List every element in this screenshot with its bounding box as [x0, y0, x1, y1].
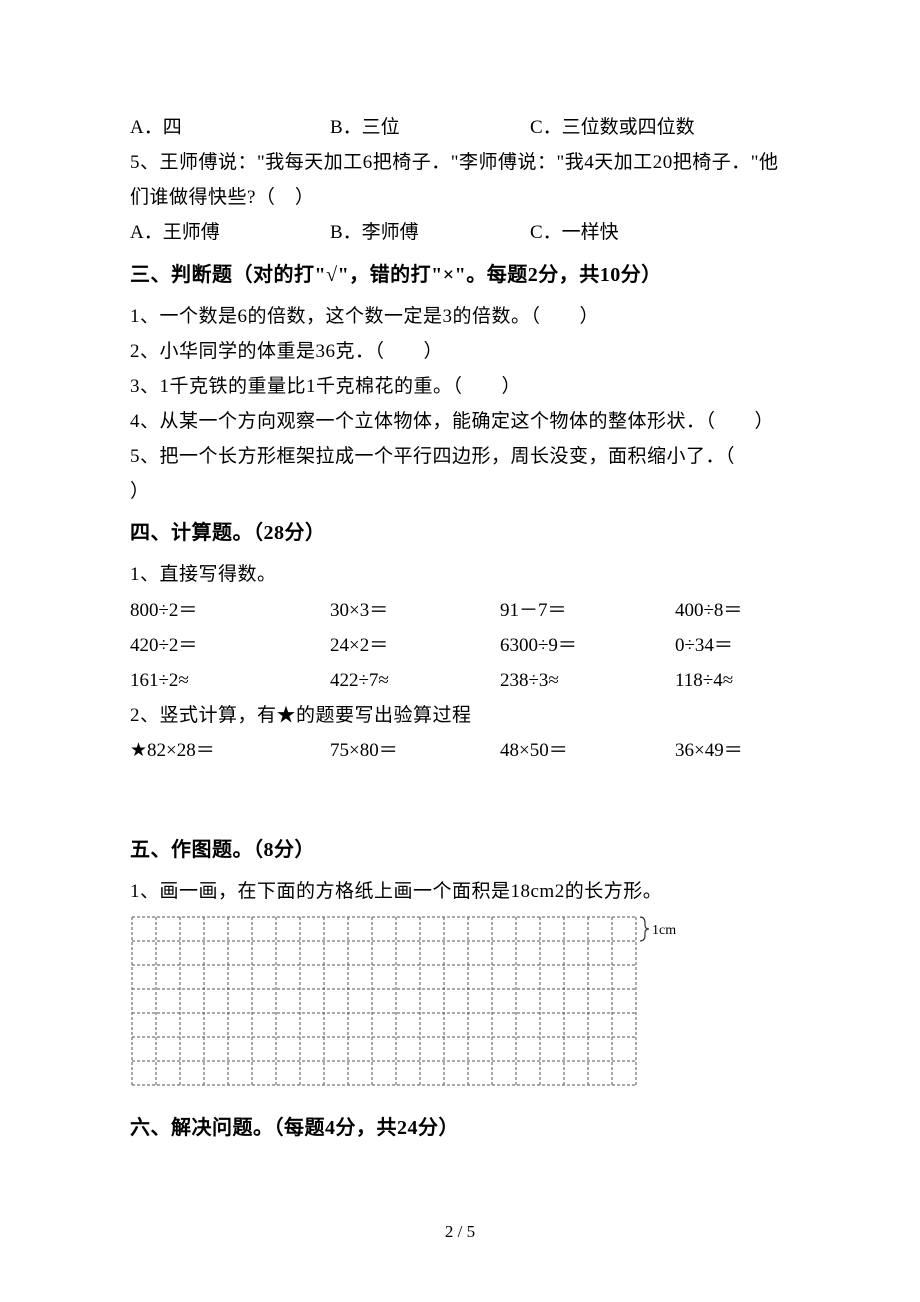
calc-cell: 400÷8＝ [675, 593, 790, 628]
svg-text:1cm: 1cm [652, 923, 676, 938]
calc-row-2: 420÷2＝ 24×2＝ 6300÷9＝ 0÷34＝ [130, 628, 790, 663]
s3-q1: 1、一个数是6的倍数，这个数一定是3的倍数。（ ） [130, 299, 790, 334]
section4-heading: 四、计算题。（28分） [130, 509, 790, 557]
calc-cell: 91－7＝ [500, 593, 675, 628]
option-b: B．三位 [330, 110, 530, 145]
option-c: C．一样快 [530, 215, 790, 250]
calc-cell: 238÷3≈ [500, 663, 675, 698]
calc-cell: 0÷34＝ [675, 628, 790, 663]
s3-q5-line2: ） [130, 474, 790, 509]
s3-q5-line1: 5、把一个长方形框架拉成一个平行四边形，周长没变，面积缩小了．（ [130, 439, 790, 474]
calc-cell: 161÷2≈ [130, 663, 330, 698]
calc-row-1: 800÷2＝ 30×3＝ 91－7＝ 400÷8＝ [130, 593, 790, 628]
page-content: A．四 B．三位 C．三位数或四位数 5、王师傅说："我每天加工6把椅子．"李师… [0, 0, 920, 1212]
calc-cell: 422÷7≈ [330, 663, 500, 698]
calc-cell: 6300÷9＝ [500, 628, 675, 663]
option-c: C．三位数或四位数 [530, 110, 790, 145]
s4-sub1: 1、直接写得数。 [130, 557, 790, 592]
q5-line1: 5、王师傅说："我每天加工6把椅子．"李师傅说："我4天加工20把椅子．"他 [130, 145, 790, 180]
s3-q2: 2、小华同学的体重是36克．（ ） [130, 334, 790, 369]
calc-cell: 24×2＝ [330, 628, 500, 663]
s3-q4: 4、从某一个方向观察一个立体物体，能确定这个物体的整体形状．（ ） [130, 404, 790, 439]
s5-q1: 1、画一画，在下面的方格纸上画一个面积是18cm2的长方形。 [130, 874, 790, 909]
option-a: A．四 [130, 110, 330, 145]
q5-options: A．王师傅 B．李师傅 C．一样快 [130, 215, 790, 250]
page-number: 2 / 5 [0, 1222, 920, 1242]
section3-heading: 三、判断题（对的打"√"，错的打"×"。每题2分，共10分） [130, 251, 790, 299]
option-a: A．王师傅 [130, 215, 330, 250]
section5-heading: 五、作图题。（8分） [130, 826, 790, 874]
calc-row-4: ★82×28＝ 75×80＝ 48×50＝ 36×49＝ [130, 733, 790, 768]
calc-cell: 420÷2＝ [130, 628, 330, 663]
grid-paper: 1cm [130, 915, 790, 1094]
calc-row-3: 161÷2≈ 422÷7≈ 238÷3≈ 118÷4≈ [130, 663, 790, 698]
grid-svg: 1cm [130, 915, 681, 1089]
q5-line2: 们谁做得快些?（ ） [130, 180, 790, 215]
s3-q3: 3、1千克铁的重量比1千克棉花的重。（ ） [130, 369, 790, 404]
s4-sub2: 2、竖式计算，有★的题要写出验算过程 [130, 698, 790, 733]
calc-cell: 800÷2＝ [130, 593, 330, 628]
calc-cell: 118÷4≈ [675, 663, 790, 698]
calc-cell: 36×49＝ [675, 733, 790, 768]
q4-options: A．四 B．三位 C．三位数或四位数 [130, 110, 790, 145]
spacer [130, 768, 790, 826]
option-b: B．李师傅 [330, 215, 530, 250]
calc-cell: 48×50＝ [500, 733, 675, 768]
calc-cell: 30×3＝ [330, 593, 500, 628]
calc-cell: 75×80＝ [330, 733, 500, 768]
section6-heading: 六、解决问题。（每题4分，共24分） [130, 1104, 790, 1152]
calc-cell: ★82×28＝ [130, 733, 330, 768]
